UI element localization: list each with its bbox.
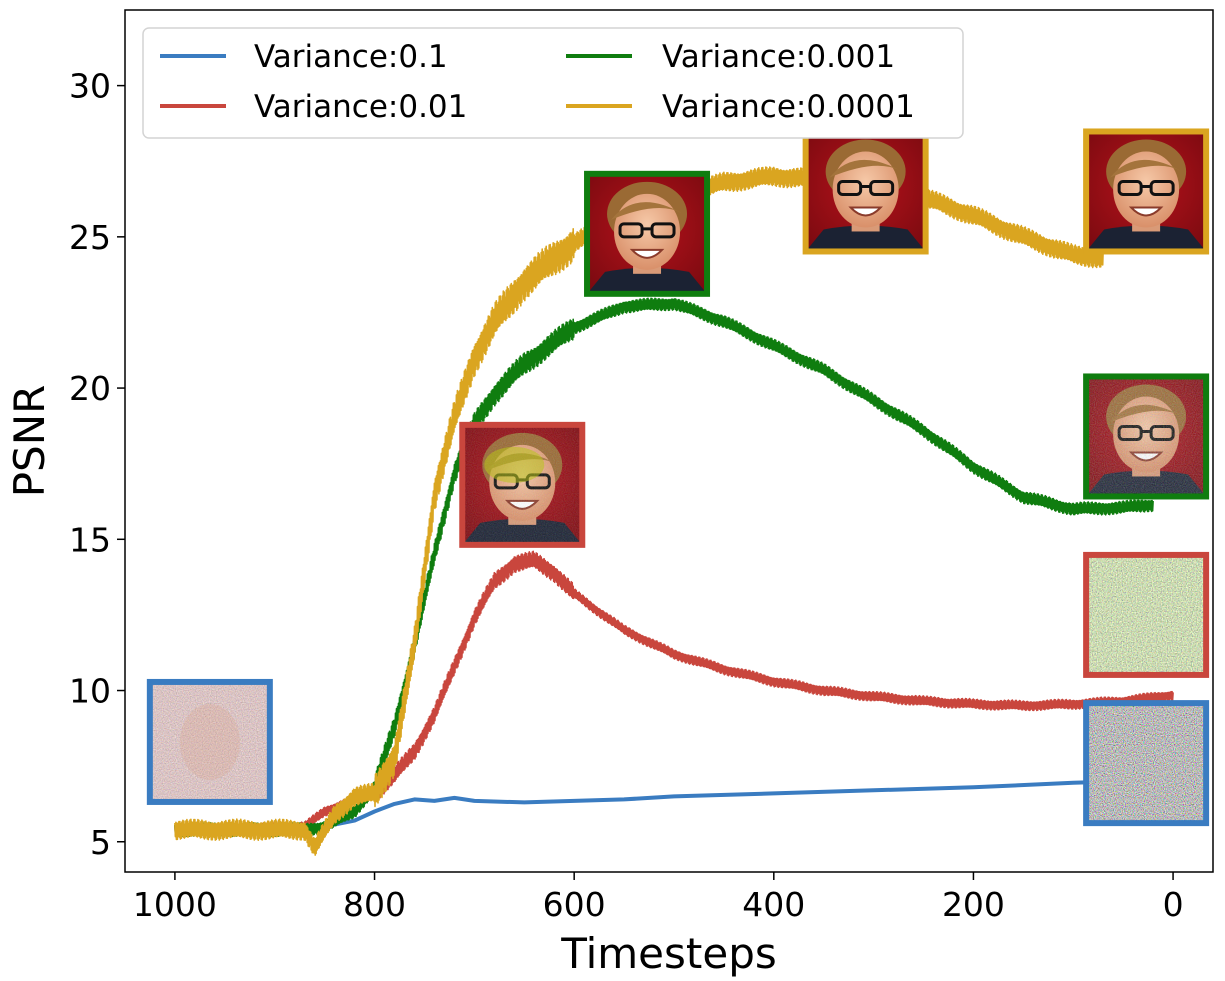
smile-shape: [848, 206, 883, 217]
series-line-variance-0-001: [174, 297, 1154, 838]
smile-shape: [1128, 206, 1164, 217]
legend-label-variance-0-1: Variance:0.1: [254, 39, 448, 75]
noise-fill: [149, 681, 270, 802]
y-tick-label: 20: [69, 369, 111, 408]
noise-fill: [1086, 554, 1207, 675]
thumbnail-border: [146, 678, 273, 805]
x-axis-label: Timesteps: [560, 929, 777, 978]
noise-overlay: [1086, 376, 1207, 497]
color-artifact: [484, 446, 545, 483]
suit-shape: [1086, 225, 1207, 252]
legend-label-variance-0-0001: Variance:0.0001: [662, 89, 915, 125]
legend-label-variance-0-01: Variance:0.01: [254, 89, 467, 125]
x-tick-label: 1000: [133, 885, 217, 924]
suit-shape: [805, 225, 926, 252]
axes-layer: 1000 800 600 400 200 0 5 10 15 20 25 30: [69, 67, 1184, 924]
x-tick-label: 0: [1163, 885, 1184, 924]
y-axis-label: PSNR: [5, 385, 54, 498]
y-tick-label: 10: [69, 672, 111, 711]
thumbnail-variance-0.01-peak-sample: [459, 421, 586, 548]
face-shape: [1113, 151, 1180, 228]
legend-box: [142, 27, 964, 139]
legend-label-variance-0-001: Variance:0.001: [662, 39, 895, 75]
thumbnail-border: [1083, 128, 1210, 255]
suit-shape: [587, 267, 708, 294]
thumbnail-variance-0.0001-final-sample: [1083, 128, 1210, 255]
thumbnail-variance-0.001-peak-sample: [584, 170, 711, 297]
thumbnail-border: [1083, 551, 1210, 678]
smile-shape: [629, 248, 665, 259]
thumbnail-layer: [146, 128, 1210, 827]
y-tick-label: 5: [90, 823, 111, 862]
x-tick-label: 200: [942, 885, 1005, 924]
x-tick-label: 400: [742, 885, 805, 924]
thumbnail-border: [1083, 373, 1210, 500]
face-shape: [832, 151, 899, 228]
y-tick-label: 30: [69, 67, 111, 106]
noise-overlay: [462, 424, 583, 545]
fringe-shape: [1110, 159, 1183, 178]
y-tick-label: 25: [69, 218, 111, 257]
face-shape: [614, 193, 681, 270]
x-tick-label: 600: [543, 885, 606, 924]
fringe-shape: [611, 202, 684, 220]
thumbnail-border: [1083, 700, 1210, 827]
thumbnail-variance-0.01-final-sample: [1083, 551, 1210, 678]
thumbnail-border: [584, 170, 711, 297]
legend: Variance:0.1 Variance:0.01 Variance:0.00…: [142, 27, 964, 139]
thumbnail-variance-0.1-final-sample: [1083, 700, 1210, 827]
y-tick-label: 15: [69, 520, 111, 559]
thumbnail-variance-0.0001-peak-sample: [802, 128, 929, 255]
faint-face: [179, 703, 240, 780]
thumbnail-variance-0.1-start-sample: [146, 678, 273, 805]
plot-area-frame: [124, 9, 1214, 873]
noise-fill: [1086, 703, 1207, 824]
thumbnail-border: [459, 421, 586, 548]
x-tick-label: 800: [343, 885, 406, 924]
fringe-shape: [829, 159, 902, 178]
thumbnail-variance-0.001-final-sample: [1083, 373, 1210, 500]
